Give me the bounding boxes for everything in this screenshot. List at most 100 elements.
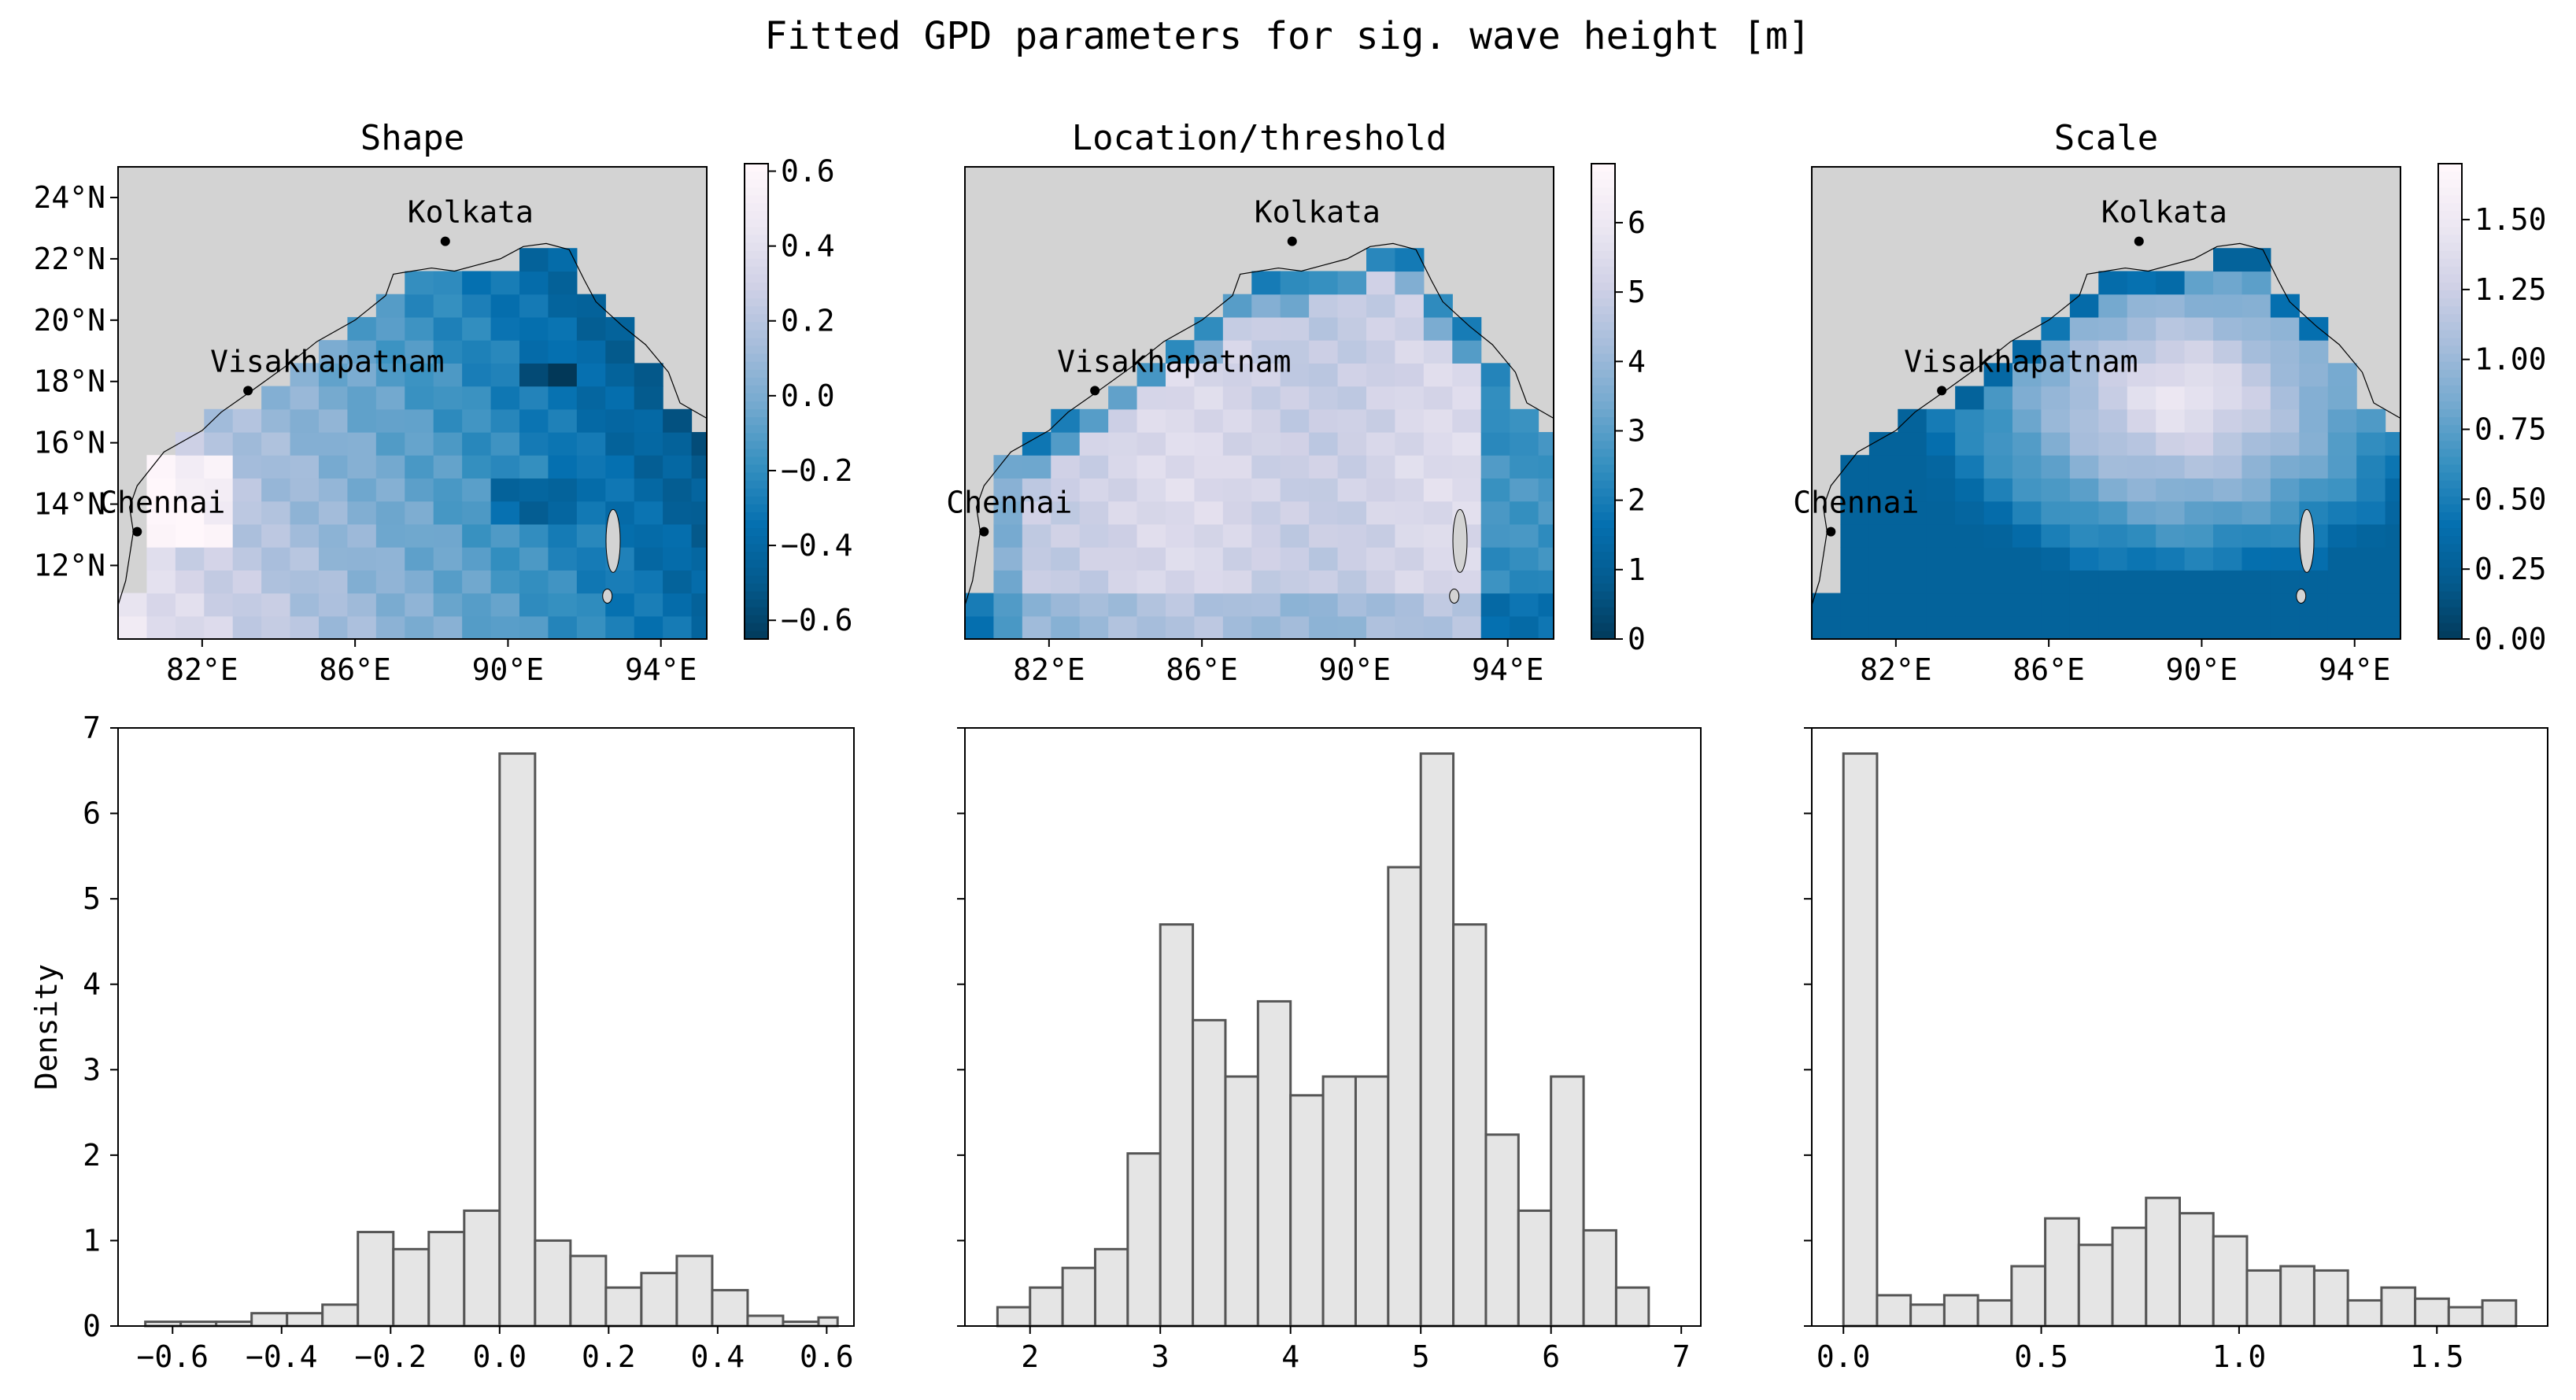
heatmap-cell [1337, 408, 1367, 433]
heatmap-cell [1423, 615, 1453, 639]
heatmap-cell [405, 615, 434, 639]
heatmap-cell [1480, 570, 1510, 594]
heatmap-cell [634, 501, 663, 525]
heatmap-cell [2041, 501, 2071, 525]
heatmap-cell [548, 455, 578, 479]
heatmap-cell [204, 501, 234, 525]
y-tick-label: 22°N [33, 242, 105, 276]
colorbar-segment [745, 330, 768, 339]
heatmap-cell [1868, 547, 1898, 571]
heatmap-cell [1194, 593, 1224, 617]
colorbar-tick-label: −0.4 [781, 528, 853, 563]
heatmap-cell [2299, 316, 2329, 341]
heatmap-cell [1166, 570, 1196, 594]
heatmap-cell [1452, 340, 1482, 364]
heatmap-cell [1251, 455, 1281, 479]
x-tick-label: 1.0 [2212, 1339, 2267, 1374]
heatmap-cell [2356, 570, 2386, 594]
heatmap-cell [1309, 593, 1339, 617]
heatmap-cell [519, 455, 549, 479]
heatmap-cell [462, 615, 492, 639]
colorbar-segment [2438, 345, 2462, 355]
heatmap-cell [1983, 455, 2013, 479]
heatmap-cell [2242, 455, 2271, 479]
histogram-bar [498, 752, 537, 1328]
histogram-bar [1321, 1075, 1357, 1328]
colorbar-segment [745, 322, 768, 331]
city-marker [440, 236, 450, 246]
heatmap-cell [1423, 316, 1453, 341]
heatmap-cell [576, 340, 606, 364]
x-tick-label: 90°E [2166, 652, 2238, 687]
y-tick-label: 6 [83, 796, 101, 831]
colorbar-segment [1591, 258, 1615, 268]
heatmap-cell [1194, 615, 1224, 639]
heatmap-cell [490, 408, 520, 433]
colorbar-segment [1591, 544, 1615, 553]
colorbar-segment [745, 298, 768, 307]
colorbar-segment [2438, 298, 2462, 307]
colorbar-segment [1591, 338, 1615, 347]
heatmap-cell [1166, 408, 1196, 433]
heatmap-cell [2041, 547, 2071, 571]
heatmap-cell [1337, 593, 1367, 617]
colorbar-tick-label: 1 [1628, 552, 1646, 587]
heatmap-cell [2127, 455, 2157, 479]
colorbar-segment [2438, 607, 2462, 616]
heatmap-cell [1926, 455, 1956, 479]
heatmap-cell [1983, 615, 2013, 639]
histogram-bar [2380, 1286, 2417, 1328]
colorbar-segment [1591, 480, 1615, 489]
heatmap-cell [605, 432, 635, 456]
colorbar-segment [2438, 496, 2462, 505]
heatmap-cell [433, 294, 463, 318]
heatmap-cell [1366, 432, 1396, 456]
colorbar-segment [2438, 409, 2462, 418]
colorbar-segment [2438, 567, 2462, 577]
colorbar-segment [2438, 361, 2462, 371]
heatmap-cell [1423, 386, 1453, 410]
heatmap-cell [1983, 547, 2013, 571]
heatmap-cell [1395, 593, 1425, 617]
histogram-bar [2077, 1243, 2114, 1328]
heatmap-cell [462, 271, 492, 295]
colorbar-segment [745, 425, 768, 434]
heatmap-cell [2270, 316, 2300, 341]
heatmap-cell [2069, 340, 2099, 364]
colorbar-segment [745, 369, 768, 379]
heatmap-cell [2184, 523, 2214, 548]
heatmap-cell [993, 570, 1023, 594]
heatmap-cell [290, 523, 320, 548]
heatmap-cell [1423, 478, 1453, 502]
heatmap-cell [347, 478, 377, 502]
heatmap-cell [175, 501, 205, 525]
colorbar-segment [2438, 591, 2462, 600]
heatmap-cell [1840, 547, 1870, 571]
colorbar-segment [2438, 306, 2462, 316]
heatmap-cell [2270, 455, 2300, 479]
heatmap-cell [548, 615, 578, 639]
colorbar-segment [2438, 575, 2462, 585]
city-label: Chennai [99, 486, 225, 520]
heatmap-cell [375, 570, 405, 594]
heatmap-cell [1395, 408, 1425, 433]
heatmap-cell [1510, 523, 1539, 548]
heatmap-cell [1926, 501, 1956, 525]
heatmap-cell [519, 294, 549, 318]
heatmap-cell [663, 501, 693, 525]
heatmap-cell [1538, 593, 1554, 617]
colorbar-segment [745, 591, 768, 600]
heatmap-cell [576, 294, 606, 318]
heatmap-cell [175, 455, 205, 479]
heatmap-cell [1510, 547, 1539, 571]
y-tick-label: 0 [83, 1309, 101, 1343]
heatmap-cell [290, 455, 320, 479]
heatmap-cell [232, 547, 262, 571]
histogram-bar [2312, 1269, 2349, 1328]
heatmap-cell [1079, 478, 1109, 502]
heatmap-cell [2242, 363, 2271, 387]
heatmap-cell [146, 455, 176, 479]
colorbar-segment [2438, 322, 2462, 331]
heatmap-cell [2385, 615, 2400, 639]
heatmap-cell [548, 271, 578, 295]
